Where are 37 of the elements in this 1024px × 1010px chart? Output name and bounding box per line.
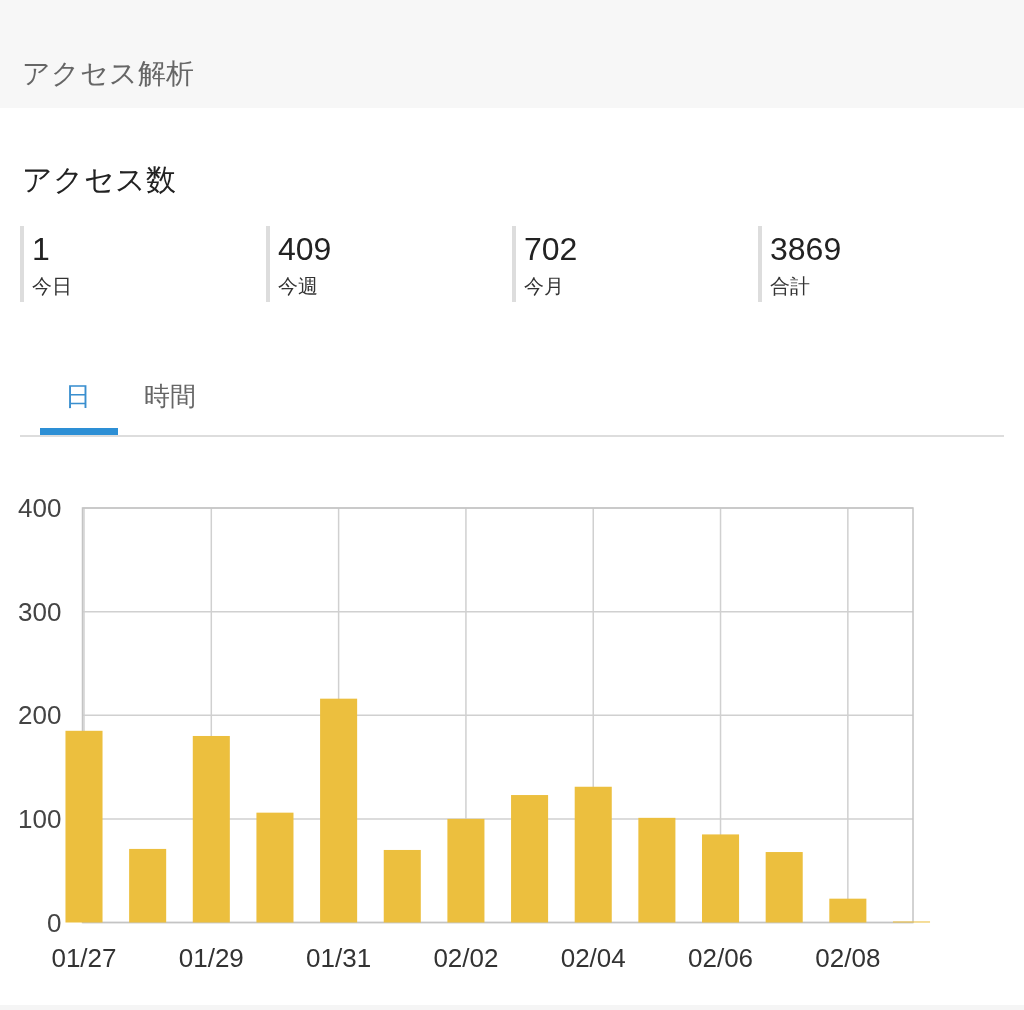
data-label: 702 [524,231,578,267]
bar [702,834,740,923]
text: アクセス数 [22,163,176,196]
category-label: 合計 [770,275,810,297]
x-tick-label: 01/27 [51,943,117,973]
bar [447,818,485,923]
data-label: 3869 [770,231,842,267]
bar [320,698,358,923]
bar [638,817,676,923]
x-tick-label: 02/02 [433,943,499,973]
category-label: 今週 [278,275,318,297]
x-tick-label: 02/06 [688,943,754,973]
bar [383,849,421,923]
bar [256,812,294,923]
bar [511,795,549,923]
x-tick-label: 01/29 [178,943,244,973]
bar [192,735,230,923]
y-tick-label: 200 [18,700,62,731]
x-tick-label: 02/08 [815,943,881,973]
y-tick-label: 300 [18,596,62,627]
bar [65,730,103,923]
bar [765,852,803,923]
data-label: 1 [32,231,50,267]
text: 時間 [144,381,196,411]
bar [574,786,612,923]
bar [129,848,167,923]
bar [829,898,867,923]
y-tick-label: 0 [47,907,62,938]
text: アクセス解析 [22,58,194,89]
y-tick-label: 100 [18,803,62,834]
x-tick-label: 01/31 [306,943,372,973]
x-tick-label: 02/04 [560,943,626,973]
text: 日 [65,381,91,411]
category-label: 今月 [524,275,564,297]
data-label: 409 [278,231,332,267]
y-tick-label: 400 [18,493,62,523]
category-label: 今日 [32,275,72,297]
